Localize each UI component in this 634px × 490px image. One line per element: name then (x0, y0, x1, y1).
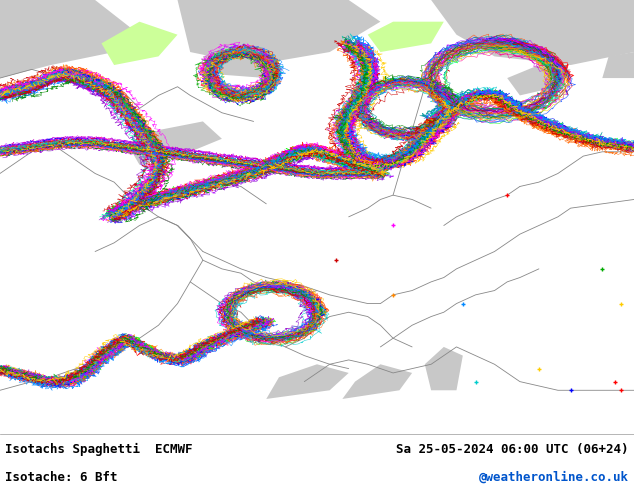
Polygon shape (431, 0, 634, 65)
Text: Isotachs Spaghetti  ECMWF: Isotachs Spaghetti ECMWF (5, 443, 193, 456)
Polygon shape (203, 44, 285, 78)
Text: Isotache: 6 Bft: Isotache: 6 Bft (5, 471, 117, 484)
Text: @weatheronline.co.uk: @weatheronline.co.uk (479, 471, 629, 484)
Polygon shape (0, 0, 139, 78)
Polygon shape (101, 22, 178, 65)
Polygon shape (368, 22, 444, 52)
Polygon shape (342, 364, 412, 399)
Polygon shape (178, 0, 380, 65)
Polygon shape (425, 347, 463, 390)
Text: Sa 25-05-2024 06:00 UTC (06+24): Sa 25-05-2024 06:00 UTC (06+24) (396, 443, 629, 456)
Polygon shape (127, 122, 222, 165)
Polygon shape (602, 52, 634, 78)
Polygon shape (507, 65, 571, 96)
Polygon shape (266, 364, 349, 399)
